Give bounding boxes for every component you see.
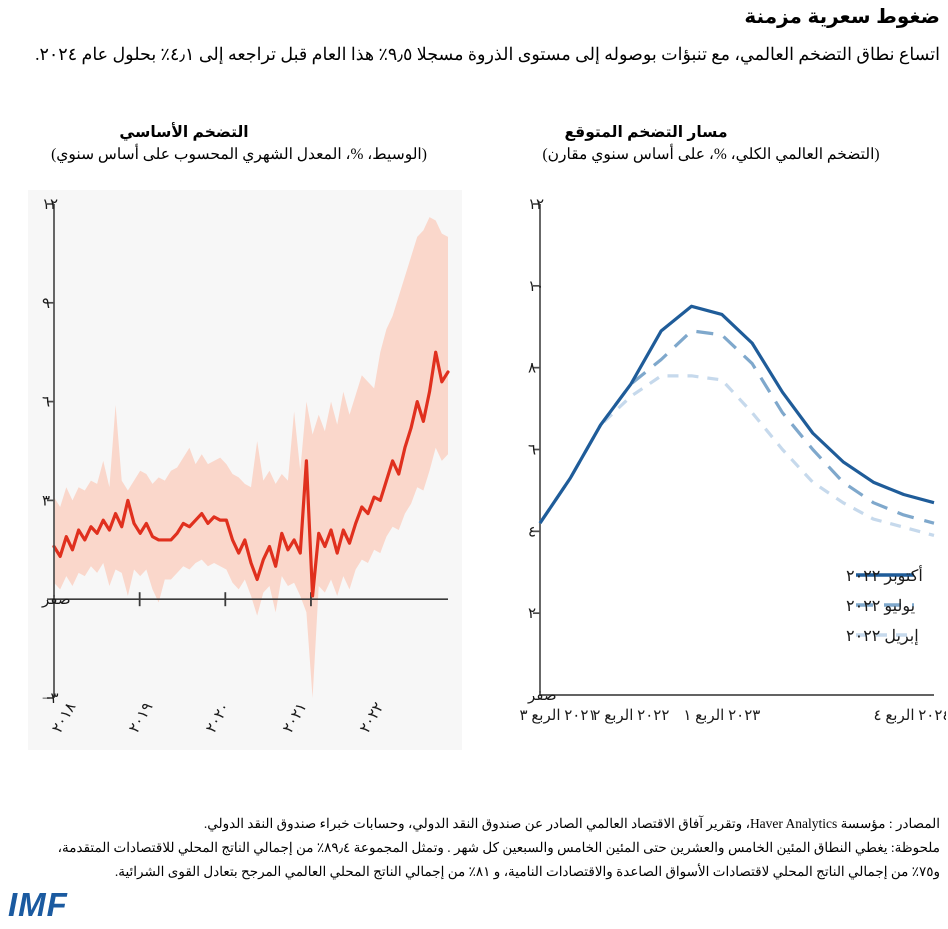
svg-text:١٢: ١٢ [528, 197, 544, 213]
svg-text:أكتوبر ٢٠٢٢: أكتوبر ٢٠٢٢ [846, 565, 923, 585]
svg-text:٢: ٢ [528, 606, 536, 622]
chart-inflation-path: ١٢ ١٠ ٨ ٦ ٤ ٢ صفر أكتوبر ٢٠٢٢ يوليو ٢٠٢٢ إبريل ٢٠… [494, 190, 946, 750]
svg-text:٢٠٢٢ الربع ٢: ٢٠٢٢ الربع ٢ [592, 708, 669, 724]
panel-left-subtitle: (الوسيط، %، المعدل الشهري المحسوب على أس… [51, 146, 427, 163]
svg-text:٦: ٦ [42, 395, 50, 411]
imf-logo: IMF [8, 886, 68, 923]
panel-right-title: مسار التضخم المتوقع [564, 124, 728, 141]
svg-text:٢٠٢١ الربع ٣: ٢٠٢١ الربع ٣ [520, 708, 597, 724]
sources-line: المصادر : مؤسسة Haver Analytics، وتقرير … [203, 816, 940, 831]
panel-heading-inflation-path: مسار التضخم المتوقع (التضخم العالمي الكل… [476, 123, 946, 164]
svg-text:٣−: ٣− [42, 691, 59, 707]
page-title: ضغوط سعرية مزمنة [744, 6, 940, 28]
panel-left-title: التضخم الأساسي [119, 124, 249, 141]
panel-right-subtitle: (التضخم العالمي الكلي، %، على أساس سنوي … [542, 146, 880, 163]
svg-text:إبريل ٢٠٢٢: إبريل ٢٠٢٢ [846, 628, 919, 645]
chart-core-inflation: ١٢ ٩ ٦ ٣ صفر ٣− ٢٠١٨ ٢٠١٩ ٢٠٢٠ ٢٠٢١ ٢٠٢٢ [4, 190, 474, 750]
svg-text:صفر: صفر [41, 592, 71, 608]
svg-text:٦: ٦ [528, 443, 536, 459]
svg-text:٤: ٤ [528, 524, 536, 540]
footnotes: المصادر : مؤسسة Haver Analytics، وتقرير … [8, 812, 940, 884]
svg-text:٢٠٢٤ الربع ٤: ٢٠٢٤ الربع ٤ [874, 708, 946, 724]
svg-text:٣: ٣ [42, 493, 50, 509]
inflation-path-svg: ١٢ ١٠ ٨ ٦ ٤ ٢ صفر أكتوبر ٢٠٢٢ يوليو ٢٠٢٢ إبريل ٢٠… [520, 197, 946, 724]
svg-text:١٠: ١٠ [528, 279, 544, 295]
note-line-1: ملحوظة: يغطي النطاق المئين الخامس والعشر… [57, 840, 940, 855]
svg-text:يوليو ٢٠٢٢: يوليو ٢٠٢٢ [846, 598, 915, 615]
svg-text:٨: ٨ [528, 361, 536, 377]
svg-text:صفر: صفر [527, 688, 557, 704]
figure-subtitle: اتساع نطاق التضخم العالمي، مع تنبؤات بوص… [35, 44, 940, 64]
note-line-2: و٧٥٪ من إجمالي الناتج المحلي لاقتصادات ا… [114, 864, 940, 879]
svg-text:٢٠٢٣ الربع ١: ٢٠٢٣ الربع ١ [683, 708, 760, 724]
svg-text:٩: ٩ [42, 296, 50, 312]
svg-text:١٢: ١٢ [42, 197, 58, 213]
panel-heading-core-inflation: التضخم الأساسي (الوسيط، %، المعدل الشهري… [0, 123, 478, 164]
